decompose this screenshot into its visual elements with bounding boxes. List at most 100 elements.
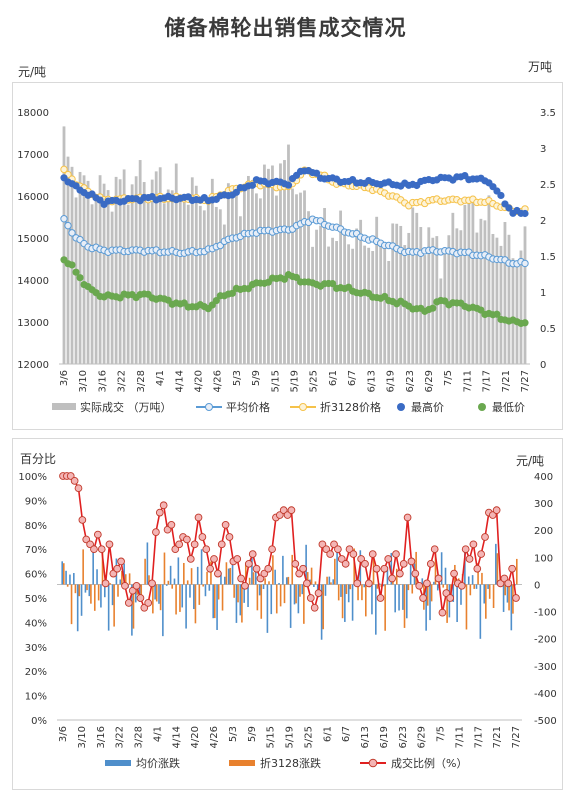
ratio-chart-panel (12, 438, 563, 790)
volume-bar (451, 212, 455, 364)
volume-bar (343, 234, 347, 364)
eq3128-change-bar (488, 584, 491, 599)
ratio-point (159, 501, 168, 510)
avg-change-bar (258, 584, 261, 596)
volume-bar (327, 246, 330, 364)
legend-ratio-marker (368, 758, 378, 768)
eq3128-change-bar (163, 552, 166, 585)
eq3128-change-bar (175, 584, 177, 615)
eq3128-change-bar (121, 570, 123, 585)
eq3128-change-bar (516, 558, 518, 585)
eq3128-change-bar (357, 584, 359, 601)
top-left-tick: 14000 (17, 276, 49, 287)
bottom-x-tick: 6/23 (398, 726, 409, 748)
avg-price-point (64, 221, 72, 230)
eq3128-change-bar (272, 555, 274, 585)
avg-change-bar (254, 564, 257, 585)
bottom-x-tick: 5/9 (247, 726, 258, 742)
bottom-x-tick: 4/26 (209, 726, 220, 748)
avg-change-bar (402, 584, 404, 610)
top-x-tick: 6/13 (366, 370, 377, 392)
avg-change-bar (351, 584, 354, 621)
top-x-tick: 4/14 (174, 370, 185, 392)
eq3128-change-bar (395, 568, 398, 585)
ratio-point (512, 594, 520, 602)
eq3128-change-bar (295, 584, 297, 604)
eq3128-change-bar (345, 584, 348, 594)
bottom-left-tick: 30% (25, 643, 47, 654)
ratio-point (469, 540, 478, 549)
volume-bar (90, 204, 94, 364)
eq3128-change-bar (376, 584, 379, 589)
volume-bar (411, 207, 415, 364)
volume-bar (503, 221, 507, 364)
bottom-right-tick: -400 (534, 689, 557, 700)
top-right-tick: 2 (540, 216, 546, 227)
ratio-point (105, 540, 114, 549)
bottom-right-unit: 元/吨 (516, 454, 545, 468)
avg-change-bar (158, 584, 160, 604)
top-right-tick: 1.5 (540, 252, 556, 263)
eq3128-change-bar (361, 584, 363, 601)
avg-change-bar (177, 557, 180, 585)
avg-change-bar (224, 576, 226, 585)
bottom-left-tick: 60% (25, 570, 47, 581)
ratio-point (465, 555, 474, 563)
avg-change-bar (405, 584, 408, 619)
legend-volume-swatch (52, 403, 76, 410)
ratio-point (457, 581, 466, 590)
ratio-point (248, 550, 257, 558)
bottom-x-tick: 5/19 (285, 726, 296, 748)
eq3128-change-bar (434, 549, 437, 585)
eq3128-change-bar (303, 584, 305, 624)
eq3128-change-bar (275, 584, 278, 614)
avg-change-bar (208, 584, 211, 591)
avg-change-bar (227, 568, 230, 585)
volume-bar (427, 227, 431, 364)
top-x-tick: 3/6 (59, 370, 70, 386)
volume-bar (118, 179, 122, 364)
ratio-point (341, 559, 350, 568)
ratio-point (244, 559, 253, 568)
avg-change-bar (270, 584, 273, 615)
avg-change-bar (262, 584, 265, 590)
eq3128-change-bar (485, 584, 487, 619)
eq3128-change-bar (415, 551, 417, 585)
ratio-point (314, 589, 323, 597)
eq3128-change-bar (256, 584, 259, 611)
ratio-point (260, 569, 269, 578)
eq3128-change-bar (473, 584, 476, 589)
volume-bar (106, 190, 110, 364)
avg-change-bar (452, 584, 455, 602)
top-x-tick: 6/19 (386, 370, 397, 392)
ratio-point (113, 564, 122, 573)
ratio-point (299, 564, 307, 573)
min-price-point (228, 289, 236, 297)
eq3128-change-bar (86, 584, 88, 591)
volume-bar (419, 226, 423, 364)
avg-change-bar (305, 544, 307, 585)
top-x-tick: 5/15 (270, 370, 281, 392)
bottom-right-tick: 100 (534, 553, 553, 564)
ratio-point (419, 594, 427, 602)
volume-bar (319, 225, 322, 364)
max-price-point (284, 181, 293, 189)
eq3128-change-bar (334, 558, 336, 585)
bottom-left-tick: 20% (25, 667, 47, 678)
ratio-point (303, 579, 311, 588)
eq3128-change-bar (353, 548, 355, 585)
eq3128-change-bar (442, 584, 445, 588)
max-price-point (521, 209, 529, 218)
bottom-right-tick: -300 (534, 662, 557, 673)
avg-change-bar (502, 584, 505, 612)
legend-min-marker (478, 403, 486, 411)
eq3128-change-bar (190, 568, 193, 585)
bottom-x-tick: 7/21 (492, 726, 503, 748)
avg-change-bar (398, 584, 400, 611)
min-price-point (328, 280, 337, 288)
top-left-tick: 16000 (17, 192, 49, 203)
volume-bar (371, 251, 375, 364)
legend-eq3128-label: 折3128价格 (320, 400, 381, 414)
min-price-point (429, 304, 437, 312)
ratio-point (306, 594, 315, 602)
